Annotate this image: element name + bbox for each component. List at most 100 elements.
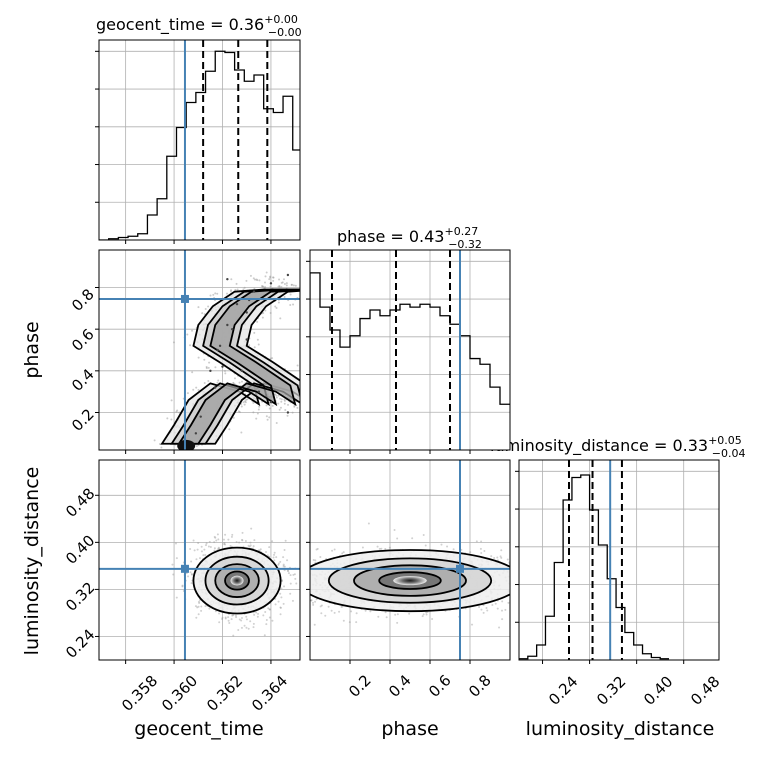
scatter-point: [302, 563, 304, 565]
scatter-point: [274, 603, 277, 606]
scatter-point: [284, 409, 287, 412]
scatter-point: [320, 612, 323, 615]
scatter-point: [269, 357, 272, 360]
title-phase: phase = 0.43+0.27 −0.32: [337, 225, 482, 251]
hist-step-line: [310, 272, 510, 450]
scatter-point: [312, 559, 315, 562]
scatter-point: [303, 281, 305, 283]
hist-bar: [450, 324, 460, 450]
scatter-point: [232, 614, 235, 617]
scatter-point: [496, 607, 499, 610]
sample-point: [216, 348, 219, 352]
scatter-point: [333, 548, 336, 551]
scatter-point: [214, 610, 217, 613]
scatter-point: [501, 600, 504, 603]
scatter-point: [394, 613, 397, 616]
panel-border: [98, 249, 301, 451]
scatter-point: [197, 388, 200, 391]
scatter-point: [513, 554, 515, 556]
scatter-point: [265, 618, 268, 621]
scatter-point: [496, 556, 499, 559]
scatter-point: [369, 610, 372, 613]
x-tick-label: 0.358: [118, 672, 161, 715]
scatter-point: [192, 388, 195, 391]
scatter-point: [278, 408, 281, 411]
scatter-point: [514, 581, 516, 583]
scatter-point: [301, 404, 303, 406]
contour-panel-geocent-time-luminosity: [95, 459, 304, 664]
sample-point: [245, 311, 248, 314]
scatter-point: [178, 411, 181, 414]
sample-point: [240, 369, 244, 373]
scatter-point: [244, 401, 247, 404]
scatter-point: [263, 634, 266, 637]
scatter-point: [480, 552, 483, 555]
hist-bar: [607, 579, 616, 660]
scatter-point: [253, 613, 256, 616]
x-axis-label-luminosity-distance: luminosity_distance: [526, 718, 715, 740]
x-tick-label: 0.6: [425, 671, 455, 701]
scatter-point: [294, 284, 297, 287]
scatter-point: [511, 579, 513, 581]
scatter-point: [289, 592, 292, 595]
scatter-point: [314, 600, 317, 603]
scatter-point: [268, 416, 271, 419]
scatter-point: [176, 409, 179, 412]
scatter-point: [340, 605, 343, 608]
hist-bar: [537, 645, 546, 660]
scatter-point: [393, 529, 396, 532]
scatter-point: [263, 281, 266, 284]
panel-border: [309, 249, 511, 451]
y-tick-label: 0.4: [68, 365, 98, 395]
scatter-point: [491, 603, 494, 606]
scatter-point: [294, 577, 297, 580]
scatter-point: [275, 556, 278, 559]
scatter-point: [224, 533, 227, 536]
scatter-point: [255, 611, 258, 614]
sample-point: [194, 432, 198, 435]
scatter-point: [233, 377, 236, 380]
panel-border: [98, 459, 301, 661]
hist-bar: [460, 336, 470, 450]
scatter-point: [292, 303, 295, 306]
scatter-point: [479, 547, 482, 550]
hist-bar: [370, 310, 380, 450]
scatter-point: [228, 621, 231, 624]
scatter-point: [216, 533, 219, 536]
scatter-point: [396, 621, 399, 624]
hist-bar: [254, 75, 264, 240]
scatter-point: [217, 546, 220, 549]
scatter-point: [199, 557, 202, 560]
scatter-point: [482, 611, 485, 614]
scatter-point: [238, 381, 241, 384]
scatter-point: [271, 404, 274, 407]
scatter-point: [302, 370, 304, 372]
scatter-point: [175, 557, 178, 560]
scatter-point: [241, 539, 244, 542]
hist-bar: [320, 307, 330, 450]
scatter-point: [246, 398, 249, 401]
scatter-point: [490, 555, 493, 558]
scatter-point: [158, 442, 161, 445]
hist-bar: [206, 71, 216, 240]
sample-point: [230, 327, 234, 331]
scatter-point: [469, 551, 472, 554]
scatter-point: [286, 569, 289, 572]
scatter-point: [341, 552, 344, 555]
y-tick-label: 0.32: [62, 578, 98, 614]
scatter-point: [279, 406, 282, 409]
scatter-point: [235, 616, 238, 619]
scatter-point: [223, 543, 226, 546]
sample-point: [269, 282, 273, 285]
scatter-point: [218, 547, 221, 550]
scatter-point: [303, 392, 305, 394]
y-tick-label: 0.2: [68, 405, 98, 435]
scatter-point: [221, 616, 224, 619]
truth-marker: [456, 564, 464, 573]
hist-bar: [430, 307, 440, 450]
scatter-point: [367, 522, 370, 525]
x-tick-label: 0.32: [593, 672, 629, 708]
scatter-point: [493, 556, 496, 559]
scatter-point: [348, 621, 351, 624]
scatter-point: [320, 604, 323, 607]
